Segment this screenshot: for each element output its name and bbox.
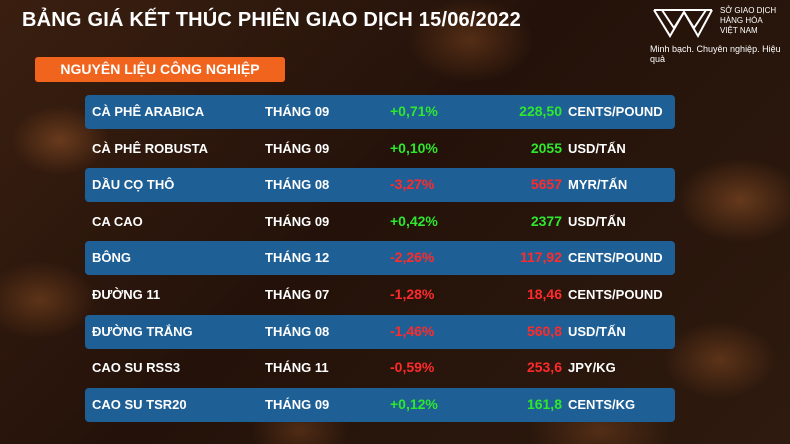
- org-name: HÀNG HÓA: [720, 16, 763, 25]
- price-change: -2,26%: [390, 249, 435, 266]
- commodity-name: DẦU CỌ THÔ: [92, 177, 175, 193]
- price: 117,92: [519, 249, 562, 266]
- row-band: [85, 314, 675, 349]
- row-band: [85, 168, 675, 203]
- commodity-name: ĐƯỜNG TRẮNG: [92, 323, 193, 339]
- tagline: Minh bạch. Chuyên nghiệp. Hiệu quả: [650, 44, 781, 64]
- commodity-name: BÔNG: [92, 250, 131, 266]
- commodity-name: CAO SU RSS3: [92, 360, 181, 376]
- price: 253,6: [526, 359, 562, 376]
- price-unit: CENTS/POUND: [568, 104, 663, 119]
- price-unit: USD/TẤN: [568, 323, 626, 339]
- price-change: +0,12%: [390, 395, 438, 412]
- price-change: -1,28%: [390, 286, 435, 302]
- price-unit: CENTS/KG: [568, 396, 636, 412]
- contract-month: THÁNG 08: [265, 323, 330, 339]
- price-change: -1,46%: [390, 322, 435, 339]
- row-band: [85, 241, 675, 276]
- commodity-name: CAO SU TSR20: [92, 396, 187, 412]
- price-unit: MYR/TẤN: [568, 177, 628, 193]
- row-band: [85, 95, 675, 129]
- price: 228,50: [519, 103, 562, 119]
- price-unit: JPY/KG: [568, 360, 616, 376]
- contract-month: THÁNG 11: [265, 360, 329, 376]
- contract-month: THÁNG 12: [265, 250, 330, 266]
- price: 2055: [530, 139, 562, 156]
- price-change: +0,10%: [390, 139, 438, 156]
- contract-month: THÁNG 09: [265, 213, 330, 229]
- row-band: [85, 387, 675, 422]
- price: 2377: [530, 212, 562, 229]
- price-change: -0,59%: [390, 359, 435, 376]
- org-name: SỞ GIAO DỊCH: [720, 6, 777, 15]
- commodity-name: CÀ PHÊ ROBUSTA: [92, 140, 209, 156]
- commodity-name: CA CAO: [92, 213, 143, 229]
- price-change: +0,71%: [390, 103, 438, 119]
- commodity-name: CÀ PHÊ ARABICA: [92, 104, 205, 119]
- contract-month: THÁNG 09: [265, 396, 330, 412]
- contract-month: THÁNG 09: [265, 140, 330, 156]
- price: 560,8: [526, 322, 562, 339]
- contract-month: THÁNG 07: [265, 287, 330, 302]
- price-unit: CENTS/POUND: [568, 250, 663, 266]
- price-unit: USD/TẤN: [568, 140, 626, 156]
- logo: [653, 9, 713, 39]
- price-change: +0,42%: [390, 212, 438, 229]
- price-unit: USD/TẤN: [568, 213, 626, 229]
- price: 18,46: [526, 286, 562, 302]
- price-unit: CENTS/POUND: [568, 287, 663, 302]
- price-change: -3,27%: [390, 176, 435, 193]
- price: 5657: [530, 176, 562, 193]
- title: BẢNG GIÁ KẾT THÚC PHIÊN GIAO DỊCH 15/06/…: [22, 9, 521, 31]
- section-label: NGUYÊN LIỆU CÔNG NGHIỆP: [35, 57, 285, 82]
- price: 161,8: [526, 395, 562, 412]
- contract-month: THÁNG 08: [265, 177, 330, 193]
- commodity-name: ĐƯỜNG 11: [92, 287, 161, 302]
- contract-month: THÁNG 09: [265, 104, 330, 119]
- org-name: VIỆT NAM: [720, 26, 758, 35]
